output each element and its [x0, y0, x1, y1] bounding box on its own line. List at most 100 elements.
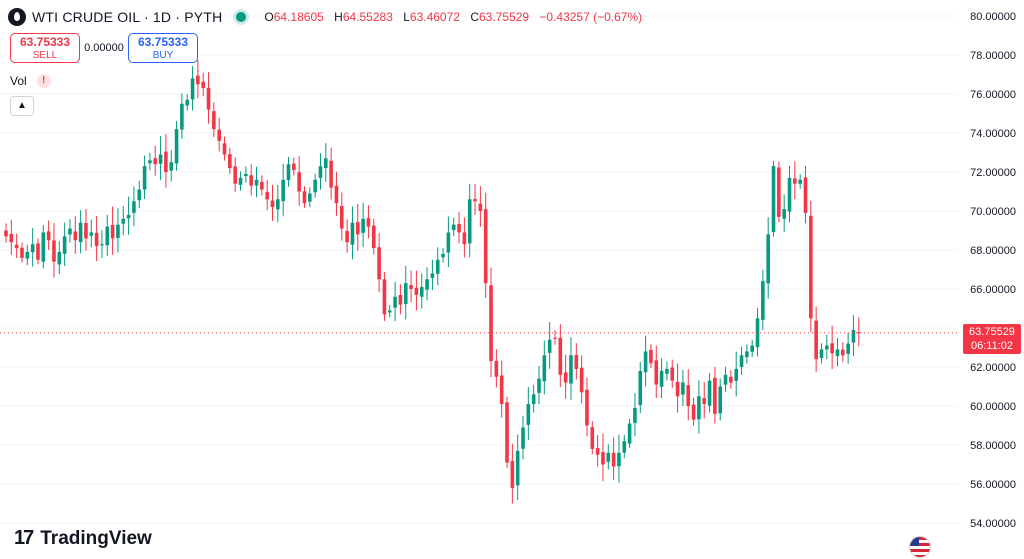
candle-body[interactable]	[68, 228, 72, 235]
candle-body[interactable]	[206, 87, 211, 110]
candle-body[interactable]	[233, 166, 237, 184]
candle-body[interactable]	[590, 427, 595, 449]
candle-body[interactable]	[542, 355, 547, 382]
candle-body[interactable]	[174, 129, 179, 164]
candle-body[interactable]	[697, 396, 701, 420]
candle-body[interactable]	[180, 103, 184, 130]
candle-body[interactable]	[387, 310, 392, 313]
candle-body[interactable]	[377, 247, 381, 280]
candle-body[interactable]	[537, 378, 541, 393]
candle-body[interactable]	[110, 225, 115, 239]
candle-body[interactable]	[649, 349, 653, 364]
candle-body[interactable]	[84, 223, 88, 239]
candle-body[interactable]	[4, 230, 8, 237]
candle-body[interactable]	[835, 349, 840, 356]
candle-body[interactable]	[793, 178, 797, 184]
candle-body[interactable]	[334, 185, 339, 204]
candle-body[interactable]	[451, 224, 456, 231]
candle-body[interactable]	[547, 339, 552, 353]
candle-body[interactable]	[393, 296, 397, 308]
candle-body[interactable]	[281, 179, 285, 202]
candle-body[interactable]	[361, 218, 365, 233]
candle-body[interactable]	[627, 423, 632, 444]
candle-body[interactable]	[851, 329, 856, 343]
candle-body[interactable]	[857, 332, 861, 334]
candle-body[interactable]	[126, 214, 131, 219]
candle-body[interactable]	[435, 259, 440, 274]
candle-body[interactable]	[483, 209, 488, 284]
candle-body[interactable]	[718, 386, 723, 414]
candle-body[interactable]	[462, 232, 467, 245]
candle-body[interactable]	[617, 452, 621, 467]
candle-body[interactable]	[723, 374, 728, 385]
candle-body[interactable]	[846, 343, 850, 354]
candle-body[interactable]	[750, 345, 754, 352]
candle-body[interactable]	[739, 355, 744, 368]
candle-body[interactable]	[89, 232, 94, 236]
candle-body[interactable]	[803, 177, 808, 213]
candle-body[interactable]	[254, 179, 259, 186]
candle-body[interactable]	[729, 376, 733, 383]
candle-body[interactable]	[659, 370, 664, 387]
symbol-title[interactable]: WTI CRUDE OIL · 1D · PYTH	[32, 9, 223, 25]
candle-body[interactable]	[297, 172, 301, 192]
candle-body[interactable]	[345, 230, 349, 243]
candle-body[interactable]	[222, 143, 227, 155]
candle-body[interactable]	[190, 78, 195, 100]
candle-body[interactable]	[771, 166, 776, 232]
candle-body[interactable]	[553, 337, 557, 339]
candle-body[interactable]	[430, 273, 435, 278]
candle-body[interactable]	[329, 160, 333, 188]
candle-body[interactable]	[563, 372, 568, 383]
candle-body[interactable]	[606, 452, 611, 462]
candle-body[interactable]	[531, 394, 536, 404]
candle-body[interactable]	[787, 177, 792, 212]
tradingview-logo[interactable]: 17 TradingView	[14, 527, 152, 550]
candle-body[interactable]	[505, 402, 509, 463]
candle-body[interactable]	[20, 247, 24, 258]
candle-body[interactable]	[212, 111, 216, 130]
candle-body[interactable]	[686, 385, 691, 406]
candle-body[interactable]	[249, 175, 253, 186]
chevron-up-icon[interactable]: ▲	[10, 96, 34, 116]
candle-body[interactable]	[403, 283, 408, 305]
candle-body[interactable]	[755, 318, 760, 348]
candle-body[interactable]	[622, 441, 627, 453]
warning-icon[interactable]: !	[36, 74, 51, 88]
candle-body[interactable]	[265, 191, 269, 200]
candle-body[interactable]	[25, 251, 30, 259]
candle-body[interactable]	[238, 177, 243, 185]
candle-body[interactable]	[73, 231, 78, 241]
candle-body[interactable]	[313, 179, 317, 193]
candle-body[interactable]	[510, 461, 515, 488]
candle-body[interactable]	[574, 354, 579, 369]
candle-body[interactable]	[473, 198, 477, 202]
candle-body[interactable]	[814, 320, 818, 360]
candle-body[interactable]	[569, 355, 573, 384]
candle-body[interactable]	[228, 154, 232, 169]
candle-body[interactable]	[638, 370, 643, 406]
candle-body[interactable]	[46, 231, 51, 241]
candle-body[interactable]	[78, 222, 83, 243]
candle-body[interactable]	[665, 368, 669, 374]
candle-body[interactable]	[707, 380, 712, 406]
candle-body[interactable]	[457, 223, 461, 233]
candle-body[interactable]	[196, 75, 200, 85]
candle-body[interactable]	[595, 448, 600, 455]
candle-body[interactable]	[819, 349, 824, 358]
candle-body[interactable]	[633, 407, 637, 423]
candle-body[interactable]	[371, 225, 376, 249]
candle-body[interactable]	[611, 452, 616, 467]
candle-body[interactable]	[382, 279, 387, 315]
candle-body[interactable]	[702, 398, 707, 405]
candle-body[interactable]	[57, 251, 62, 265]
candle-body[interactable]	[137, 189, 142, 201]
candle-body[interactable]	[105, 226, 110, 246]
candle-body[interactable]	[324, 158, 328, 169]
candle-body[interactable]	[643, 351, 648, 373]
candle-body[interactable]	[132, 201, 136, 213]
candle-body[interactable]	[36, 243, 40, 260]
candle-body[interactable]	[201, 81, 206, 89]
candle-body[interactable]	[499, 375, 504, 405]
candle-body[interactable]	[526, 404, 531, 425]
